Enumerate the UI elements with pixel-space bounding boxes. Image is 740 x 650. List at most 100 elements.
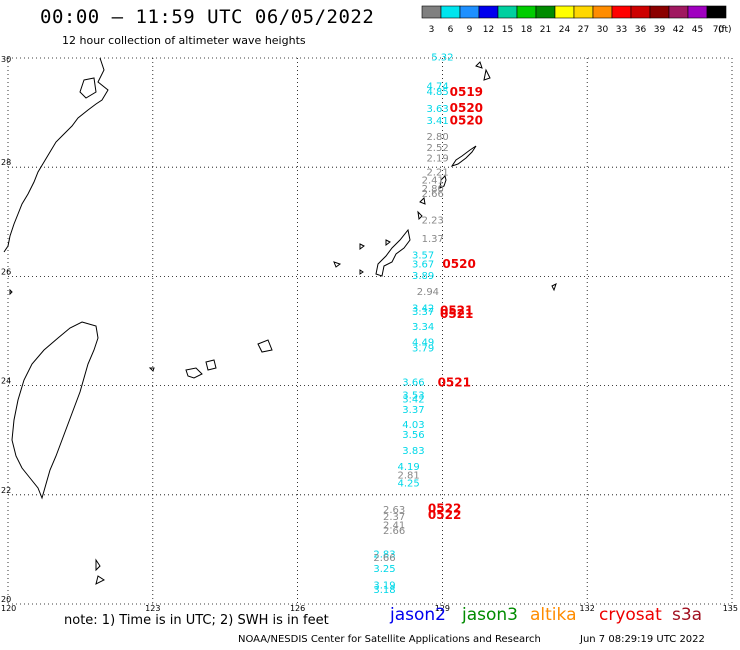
wave-height-label: 3.37: [412, 307, 434, 318]
lon-tick-label: 129: [435, 604, 450, 613]
okinawa-outline: [375, 228, 411, 277]
wave-height-label: 2.83: [373, 550, 395, 561]
pass-date-label: 0520: [450, 114, 483, 128]
wave-height-label: 3.34: [412, 322, 434, 333]
wave-height-label: 4.49: [412, 338, 434, 349]
legend-unit: (ft): [718, 25, 732, 35]
legend-tick-label: 30: [597, 25, 609, 35]
legend-tick-label: 3: [429, 25, 435, 35]
amami-outline: [450, 145, 477, 167]
wave-height-label: 4.03: [402, 420, 424, 431]
chart-subtitle: 12 hour collection of altimeter wave hei…: [62, 34, 306, 47]
kerama-outline: [333, 261, 342, 268]
wave-height-label: 4.25: [397, 479, 419, 490]
legend-tick-label: 21: [540, 25, 551, 35]
generation-timestamp: Jun 7 08:29:19 UTC 2022: [580, 634, 705, 645]
wave-height-label: 3.19: [373, 581, 395, 592]
wave-height-label: 2.66: [373, 553, 395, 564]
satellite-jason2: jason2: [390, 605, 446, 625]
legend-tick-label: 24: [559, 25, 571, 35]
observation-labels: 5.324.744.853.633.412.802.522.192.212.41…: [373, 53, 453, 596]
chart-title: 00:00 – 11:59 UTC 06/05/2022: [40, 6, 375, 28]
wave-height-label: 2.80: [426, 132, 448, 143]
lon-tick-label: 132: [580, 604, 595, 613]
wave-height-label: 2.23: [422, 215, 444, 226]
wave-height-label: 4.85: [426, 87, 448, 98]
legend-swatch-70: [706, 5, 727, 19]
legend-tick-label: 33: [616, 25, 627, 35]
tonaki-outline: [359, 269, 364, 275]
legend-tick-label: 27: [578, 25, 589, 35]
lat-tick-label: 28: [1, 158, 11, 167]
iriomote-outline: [205, 359, 217, 371]
china-coast: [3, 57, 109, 253]
credit-line: NOAA/NESDIS Center for Satellite Applica…: [238, 634, 541, 645]
pass-date-label: 0520: [442, 257, 475, 271]
babuyan-outline: [95, 575, 105, 585]
tanegashima-outline: [483, 68, 491, 81]
lon-tick-label: 135: [723, 604, 738, 613]
wave-height-label: 3.25: [373, 564, 395, 575]
wave-height-label: 3.42: [412, 303, 434, 314]
daito-outline: [551, 283, 557, 292]
legend-tick-label: 6: [448, 25, 454, 35]
batan-outline: [95, 558, 101, 572]
lat-tick-label: 30: [1, 55, 11, 64]
wave-height-label: 2.66: [422, 189, 444, 200]
pass-date-label: 0520: [450, 101, 483, 115]
lon-tick-label: 120: [1, 604, 16, 613]
legend-tick-label: 36: [635, 25, 647, 35]
coastline-layer: [3, 57, 557, 585]
wave-height-label: 3.63: [426, 104, 448, 115]
legend-tick-label: 18: [521, 25, 533, 35]
satellite-altika: altika: [530, 605, 577, 625]
satellite-s3a: s3a: [672, 605, 703, 625]
wave-height-label: 2.80: [422, 184, 444, 195]
pass-date-label: 0521: [440, 304, 473, 318]
legend-tick-label: 45: [692, 25, 703, 35]
wave-height-label: 2.41: [383, 521, 405, 532]
wave-height-label: 2.52: [426, 143, 448, 154]
wave-height-label: 2.66: [383, 526, 405, 537]
wave-height-label: 1.37: [422, 234, 444, 245]
lat-tick-label: 26: [1, 267, 11, 276]
aguni-outline: [385, 239, 391, 246]
wave-height-label: 3.83: [402, 446, 424, 457]
wave-height-label: 2.94: [417, 287, 439, 298]
pass-date-label: 0522: [428, 501, 461, 515]
wave-height-label: 4.19: [397, 462, 419, 473]
okinoerabu-outline: [419, 196, 426, 205]
wave-height-label: 3.41: [426, 116, 448, 127]
penghu-outline: [9, 288, 13, 296]
miyako-outline: [257, 339, 273, 353]
satellite-cryosat: cryosat: [599, 605, 662, 625]
wave-height-label: 2.21: [426, 167, 448, 178]
wave-height-label: 3.89: [412, 271, 434, 282]
wave-height-label: 3.37: [402, 405, 424, 416]
legend-tick-label: 42: [673, 25, 684, 35]
wave-height-label: 2.19: [426, 154, 448, 165]
lon-tick-label: 126: [290, 604, 305, 613]
wave-height-label: 3.67: [412, 260, 434, 271]
wave-height-label: 3.66: [402, 378, 424, 389]
lon-tick-label: 123: [145, 604, 160, 613]
yonaguni-outline: [148, 367, 155, 372]
pass-date-label: 0521: [438, 376, 471, 390]
yoron-outline: [417, 210, 423, 221]
color-legend: 3 6 9 12 15 18 21 24 27 30 33 36 39 42 45 70(ft): [421, 5, 732, 35]
wave-height-label: 5.32: [431, 53, 453, 64]
wave-height-label: 3.53: [402, 391, 424, 402]
wave-height-label: 4.74: [426, 82, 448, 93]
taiwan-outline: [11, 321, 99, 500]
zhoushan-outline: [79, 77, 97, 99]
wave-height-label: 2.81: [397, 470, 419, 481]
wave-height-label: 2.41: [422, 176, 444, 187]
wave-height-label: 3.18: [373, 585, 395, 596]
wave-height-label: 2.37: [383, 512, 405, 523]
legend-tick-label: 9: [467, 25, 473, 35]
graticule: [7, 57, 733, 605]
yakushima-outline: [475, 61, 483, 69]
